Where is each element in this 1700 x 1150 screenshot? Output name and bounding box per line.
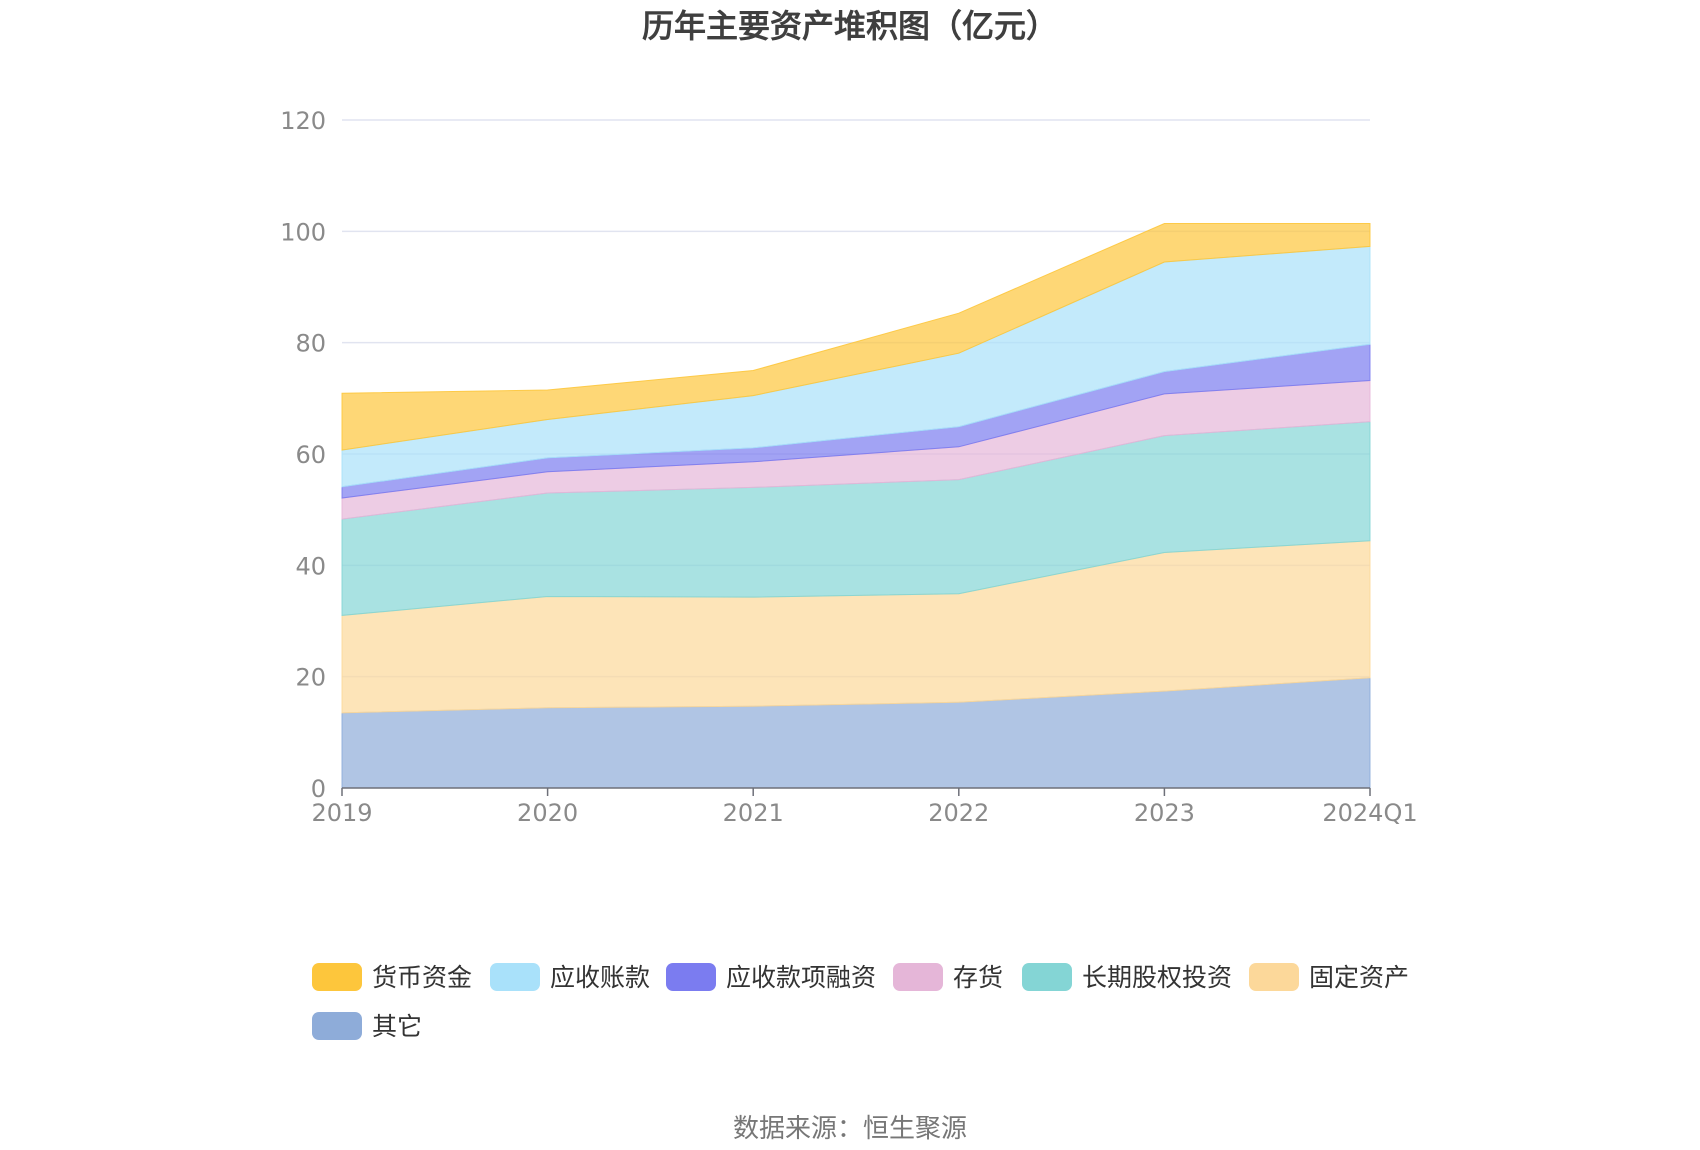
legend-item-2[interactable]: 应收款项融资 [666, 963, 876, 992]
data-source-note: 数据来源：恒生聚源 [733, 1114, 967, 1144]
legend-label: 应收账款 [550, 963, 650, 992]
y-tick-label: 60 [295, 441, 326, 469]
legend-label: 应收款项融资 [726, 963, 876, 992]
x-tick-label: 2022 [928, 799, 989, 827]
y-tick-label: 40 [295, 552, 326, 580]
legend-label: 其它 [372, 1012, 422, 1041]
legend-swatch [666, 963, 716, 991]
legend-item-3[interactable]: 存货 [893, 963, 1003, 992]
axes: 2019 2020 2021 2022 2023 2024Q1 [311, 787, 1418, 827]
y-tick-label: 0 [311, 775, 326, 803]
legend-swatch [312, 963, 362, 991]
y-tick-label: 20 [295, 664, 326, 692]
legend-item-6[interactable]: 其它 [312, 1012, 422, 1041]
legend-label: 存货 [953, 963, 1003, 992]
legend-item-5[interactable]: 固定资产 [1249, 963, 1409, 992]
area-series-6[interactable] [341, 223, 1371, 451]
x-tick-label: 2024Q1 [1322, 799, 1417, 827]
legend-swatch [1022, 963, 1072, 991]
x-tick-label: 2019 [311, 799, 372, 827]
legend-label: 固定资产 [1309, 963, 1409, 992]
y-tick-label: 120 [280, 107, 326, 135]
legend-swatch [893, 963, 943, 991]
legend-swatch [312, 1012, 362, 1040]
x-tick-label: 2020 [517, 799, 578, 827]
legend-label: 长期股权投资 [1082, 963, 1232, 992]
legend-swatch [490, 963, 540, 991]
legend-item-4[interactable]: 长期股权投资 [1022, 963, 1232, 992]
y-tick-label: 80 [295, 330, 326, 358]
legend-item-1[interactable]: 应收账款 [490, 963, 650, 992]
y-tick-label: 100 [280, 218, 326, 246]
legend-swatch [1249, 963, 1299, 991]
legend-item-0[interactable]: 货币资金 [312, 963, 472, 992]
legend-label: 货币资金 [372, 963, 472, 992]
area-series-group [341, 223, 1371, 789]
x-tick-label: 2023 [1134, 799, 1195, 827]
chart-title: 历年主要资产堆积图（亿元） [642, 7, 1058, 45]
x-tick-label: 2021 [723, 799, 784, 827]
